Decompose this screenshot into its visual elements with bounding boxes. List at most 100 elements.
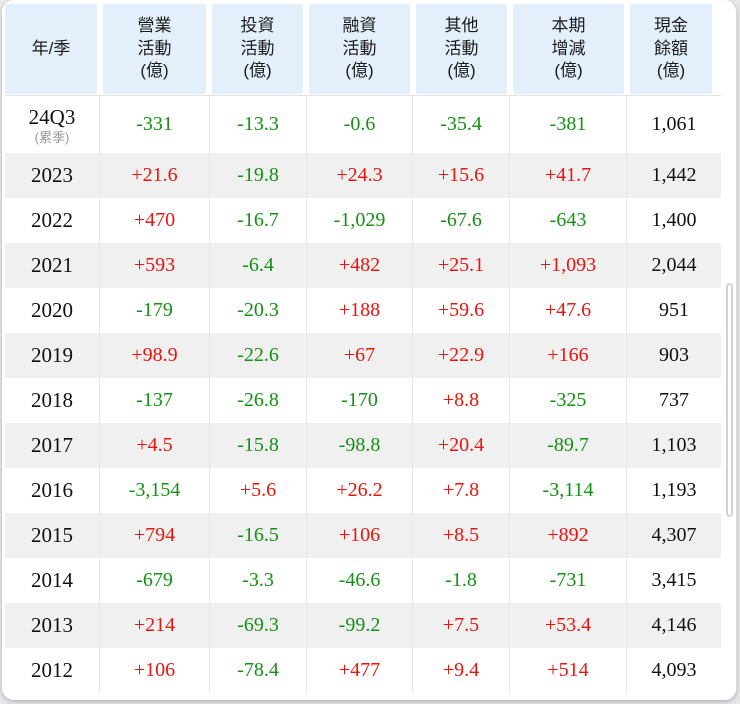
value-cell: -19.8	[210, 153, 307, 198]
header-operating-activities: 營業 活動 (億)	[103, 4, 206, 94]
table-row: 2012 +106 -78.4 +477 +9.4 +514 4,093	[5, 648, 721, 693]
year-label: 2022	[31, 208, 73, 232]
header-year-quarter: 年/季	[5, 4, 97, 94]
scrollbar-thumb[interactable]	[726, 283, 733, 517]
value-cell: -1.8	[413, 558, 510, 603]
value-cell: +5.6	[210, 468, 307, 513]
year-label: 2014	[31, 568, 73, 592]
table-row: 2019 +98.9 -22.6 +67 +22.9 +166 903	[5, 333, 721, 378]
year-cell: 2020	[5, 288, 100, 333]
year-cell: 2019	[5, 333, 100, 378]
value-cell: -0.6	[307, 96, 413, 153]
value-cell: +22.9	[413, 333, 510, 378]
year-cell: 2023	[5, 153, 100, 198]
value-cell: -331	[100, 96, 210, 153]
value-cell: -137	[100, 378, 210, 423]
cash-balance-cell: 903	[659, 344, 689, 366]
cash-balance-cell: 4,093	[651, 659, 697, 681]
value-cell: +4.5	[100, 423, 210, 468]
value-cell: -22.6	[210, 333, 307, 378]
value-cell: +1,093	[510, 243, 627, 288]
value-cell: +15.6	[413, 153, 510, 198]
year-label: 2017	[31, 433, 73, 457]
year-label: 2013	[31, 613, 73, 637]
value-cell: -3,114	[510, 468, 627, 513]
value-cell: +98.9	[100, 333, 210, 378]
table-row: 2016 -3,154 +5.6 +26.2 +7.8 -3,114 1,193	[5, 468, 721, 513]
value-cell: -3.3	[210, 558, 307, 603]
value-cell: +214	[100, 603, 210, 648]
table-row: 2021 +593 -6.4 +482 +25.1 +1,093 2,044	[5, 243, 721, 288]
value-cell: +24.3	[307, 153, 413, 198]
cash-balance-cell: 4,146	[651, 614, 697, 636]
value-cell: +106	[100, 648, 210, 693]
cash-balance-cell: 2,044	[651, 254, 697, 276]
cash-balance-cell: 1,061	[651, 113, 697, 135]
cash-balance-cell: 737	[659, 389, 689, 411]
value-cell: +8.5	[413, 513, 510, 558]
year-label: 2015	[31, 523, 73, 547]
value-cell: -16.5	[210, 513, 307, 558]
value-cell: -13.3	[210, 96, 307, 153]
table-row: 2022 +470 -16.7 -1,029 -67.6 -643 1,400	[5, 198, 721, 243]
value-cell: -26.8	[210, 378, 307, 423]
year-cell: 24Q3 (累季)	[5, 96, 100, 153]
value-cell: -3,154	[100, 468, 210, 513]
table-row: 2023 +21.6 -19.8 +24.3 +15.6 +41.7 1,442	[5, 153, 721, 198]
value-cell: +166	[510, 333, 627, 378]
value-cell: +7.8	[413, 468, 510, 513]
value-cell: +477	[307, 648, 413, 693]
value-cell: +20.4	[413, 423, 510, 468]
value-cell: -89.7	[510, 423, 627, 468]
value-cell: -643	[510, 198, 627, 243]
year-cell: 2015	[5, 513, 100, 558]
year-label: 2021	[31, 253, 73, 277]
year-sub-label: (累季)	[34, 130, 70, 145]
cash-balance-cell: 1,442	[651, 164, 697, 186]
value-cell: +41.7	[510, 153, 627, 198]
value-cell: -67.6	[413, 198, 510, 243]
year-cell: 2016	[5, 468, 100, 513]
value-cell: -69.3	[210, 603, 307, 648]
header-other-activities: 其他 活動 (億)	[416, 4, 507, 94]
value-cell: +25.1	[413, 243, 510, 288]
value-cell: +188	[307, 288, 413, 333]
cash-balance-cell: 4,307	[651, 524, 697, 546]
value-cell: -731	[510, 558, 627, 603]
value-cell: +8.8	[413, 378, 510, 423]
cash-balance-cell: 951	[659, 299, 689, 321]
year-label: 24Q3	[28, 105, 76, 129]
value-cell: +59.6	[413, 288, 510, 333]
value-cell: -179	[100, 288, 210, 333]
cash-balance-cell: 3,415	[651, 569, 697, 591]
value-cell: +593	[100, 243, 210, 288]
year-label: 2020	[31, 298, 73, 322]
value-cell: -6.4	[210, 243, 307, 288]
value-cell: -170	[307, 378, 413, 423]
value-cell: -1,029	[307, 198, 413, 243]
table-row: 2018 -137 -26.8 -170 +8.8 -325 737	[5, 378, 721, 423]
value-cell: -98.8	[307, 423, 413, 468]
value-cell: +47.6	[510, 288, 627, 333]
table-row: 2013 +214 -69.3 -99.2 +7.5 +53.4 4,146	[5, 603, 721, 648]
value-cell: -381	[510, 96, 627, 153]
value-cell: -78.4	[210, 648, 307, 693]
table-body: 24Q3 (累季) -331 -13.3 -0.6 -35.4 -381 1,061 2023 +…	[5, 95, 721, 693]
value-cell: -679	[100, 558, 210, 603]
year-cell: 2018	[5, 378, 100, 423]
header-investing-activities: 投資 活動 (億)	[212, 4, 303, 94]
cash-balance-cell: 1,400	[651, 209, 697, 231]
value-cell: +26.2	[307, 468, 413, 513]
value-cell: +7.5	[413, 603, 510, 648]
header-period-change: 本期 增減 (億)	[513, 4, 624, 94]
header-financing-activities: 融資 活動 (億)	[309, 4, 410, 94]
table-row: 2014 -679 -3.3 -46.6 -1.8 -731 3,415	[5, 558, 721, 603]
value-cell: +482	[307, 243, 413, 288]
year-label: 2023	[31, 163, 73, 187]
table-row: 2015 +794 -16.5 +106 +8.5 +892 4,307	[5, 513, 721, 558]
table-row: 24Q3 (累季) -331 -13.3 -0.6 -35.4 -381 1,061	[5, 96, 721, 153]
year-cell: 2013	[5, 603, 100, 648]
year-cell: 2014	[5, 558, 100, 603]
value-cell: +21.6	[100, 153, 210, 198]
